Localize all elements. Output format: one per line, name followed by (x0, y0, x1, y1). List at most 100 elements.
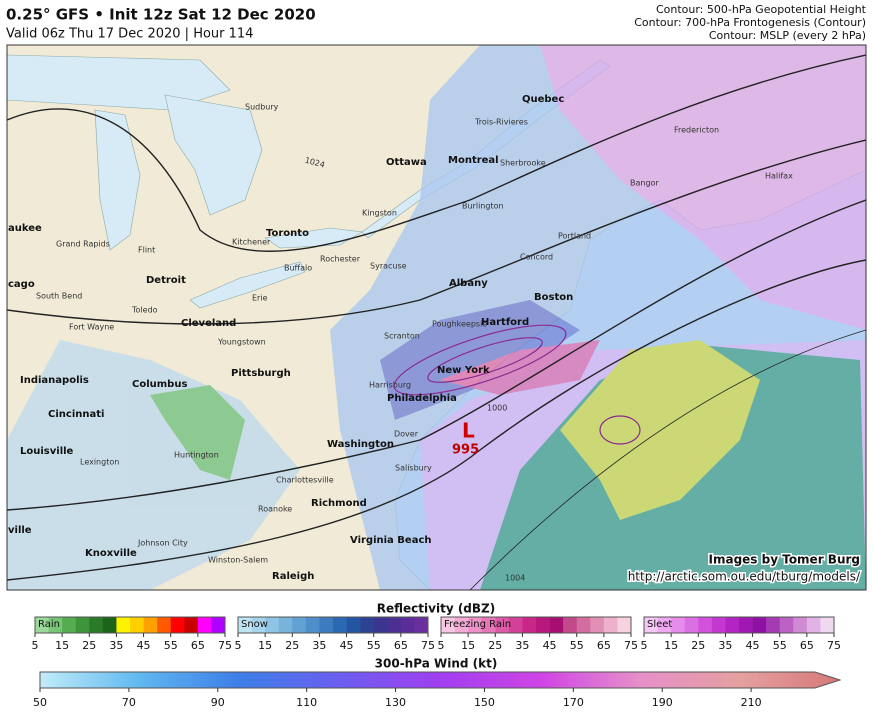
tick-label: 55 (773, 639, 787, 652)
colorbar-frame (34, 616, 226, 634)
colorbar-cell (739, 617, 753, 633)
colorbar-cell (346, 617, 361, 633)
tick-label: 35 (718, 639, 732, 652)
tick-label: 45 (543, 639, 557, 652)
colorbar-cell (170, 617, 185, 633)
city-label: Raleigh (272, 571, 314, 582)
colorbar-cell (698, 617, 713, 633)
colorbar-cell (35, 617, 49, 633)
colorbar-cell (211, 617, 226, 633)
city-label: Ottawa (386, 157, 427, 168)
tick-label: 5 (32, 639, 39, 652)
tick-label: 15 (664, 639, 678, 652)
city-label: Detroit (146, 275, 186, 286)
colorbar-cell (468, 617, 483, 633)
colorbar-cell (657, 617, 672, 633)
tick-label: 5 (641, 639, 648, 652)
contour-note: Contour: MSLP (every 2 hPa) (709, 29, 866, 42)
colorbar-cell (184, 617, 199, 633)
city-label: Boston (534, 292, 573, 303)
colorbar-cell (563, 617, 578, 633)
city-label: Flint (138, 246, 155, 255)
colorbar-name: Rain (38, 619, 60, 630)
colorbar-cell (495, 617, 510, 633)
colorbar-cell (333, 617, 347, 633)
city-label: Scranton (384, 332, 420, 341)
colorbar-cell (278, 617, 293, 633)
tick-label: 65 (191, 639, 205, 652)
city-label: ville (8, 525, 32, 536)
tick-label: 55 (164, 639, 178, 652)
tick-label: 5 (235, 639, 242, 652)
colorbar-cell (441, 617, 455, 633)
city-label: New York (437, 365, 490, 376)
colorbar-cell (671, 617, 686, 633)
tick-label: 70 (122, 696, 136, 709)
tick-label: 25 (488, 639, 502, 652)
wind-colorbar (39, 671, 842, 689)
map (7, 45, 866, 590)
city-label: aukee (8, 223, 42, 234)
frontogenesis (393, 324, 641, 445)
colorbar-cell (779, 617, 794, 633)
tick-label: 35 (312, 639, 326, 652)
tick-label: 50 (33, 696, 47, 709)
city-label: Johnson City (137, 539, 188, 548)
city-label: Kitchener (232, 238, 271, 247)
city-label: Salisbury (395, 464, 432, 473)
city-label: Lexington (80, 458, 119, 467)
contour-note: Contour: 700-hPa Frontogenesis (Contour) (634, 16, 866, 29)
tick-label: 75 (218, 639, 232, 652)
city-label: Huntington (174, 451, 219, 460)
colorbar-name: Snow (241, 619, 268, 630)
legend-title: Reflectivity (dBZ) (377, 602, 495, 616)
colorbar-cell (130, 617, 144, 633)
tick-label: 130 (385, 696, 406, 709)
city-label: Youngstown (217, 338, 266, 347)
colorbar-cell (711, 617, 726, 633)
credit-url: http://arctic.som.ou.edu/tburg/models/ (628, 570, 861, 584)
colorbar-cell (265, 617, 280, 633)
tick-label: 65 (597, 639, 611, 652)
colorbar-cell (292, 617, 307, 633)
city-label: Albany (449, 278, 488, 289)
colorbar-cell (305, 617, 320, 633)
city-label: Erie (252, 294, 268, 303)
tick-label: 55 (570, 639, 584, 652)
colorbar-cell (387, 617, 402, 633)
city-label: Kingston (362, 209, 397, 218)
colorbar-cell (238, 617, 252, 633)
city-label: Louisville (20, 446, 74, 457)
precipitation (7, 45, 866, 590)
city-label: Sudbury (245, 103, 279, 112)
colorbar-cell (197, 617, 212, 633)
colorbar-cell (373, 617, 388, 633)
city-label: Fort Wayne (69, 323, 114, 332)
low-pressure: 995 (452, 443, 479, 458)
tick-label: 35 (515, 639, 529, 652)
map-frame (6, 44, 867, 591)
colorbar-cell (102, 617, 117, 633)
legend-title: 300-hPa Wind (kt) (375, 657, 498, 671)
city-label: Halifax (765, 172, 793, 181)
low-marker: L (462, 419, 475, 443)
tick-label: 45 (137, 639, 151, 652)
tick-label: 15 (461, 639, 475, 652)
city-label: Sherbrooke (500, 159, 546, 168)
colorbar-cell (360, 617, 375, 633)
credit: Images by Tomer Burg (709, 553, 860, 567)
tick-label: 25 (691, 639, 705, 652)
colorbar-cell (806, 617, 821, 633)
tick-label: 150 (474, 696, 495, 709)
colorbar-cell (549, 617, 564, 633)
colorbar-frame (643, 616, 835, 634)
colorbar-cell (617, 617, 632, 633)
city-label: Knoxville (85, 548, 137, 559)
city-label: Portland (558, 232, 591, 241)
tick-label: 35 (109, 639, 123, 652)
city-label: Hartford (481, 317, 529, 328)
colorbar-frame (237, 616, 429, 634)
colorbar-cell (157, 617, 172, 633)
city-label: Toledo (131, 306, 158, 315)
